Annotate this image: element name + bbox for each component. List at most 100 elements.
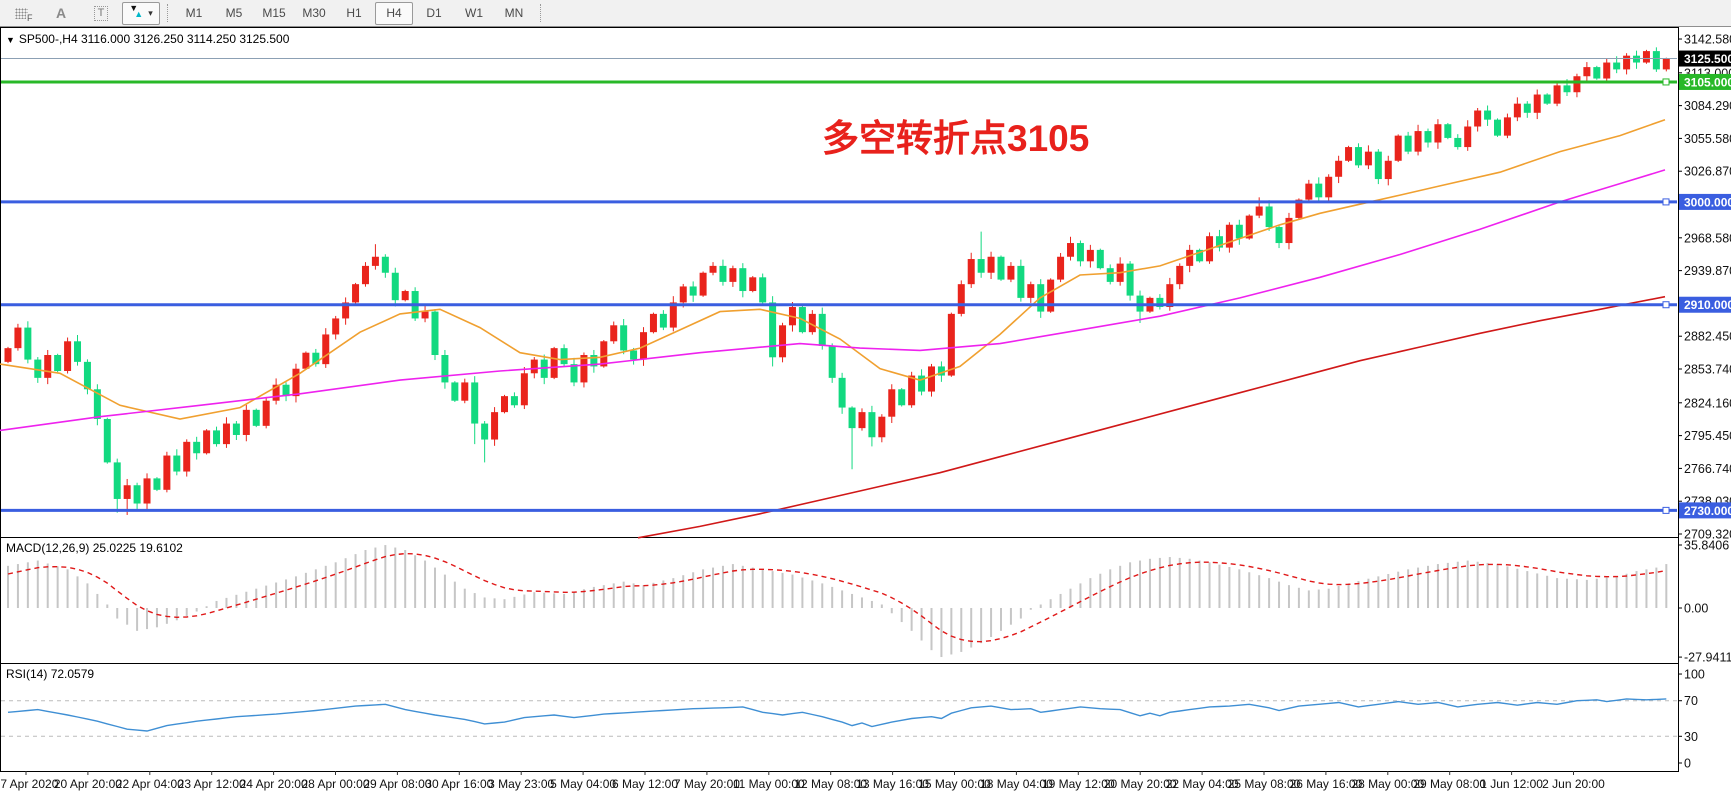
time-tick-label: 1 Jun 12:00 xyxy=(1480,777,1543,791)
candle-body xyxy=(391,272,399,301)
candle-body xyxy=(1196,249,1204,262)
hline-handle[interactable] xyxy=(1662,301,1670,309)
candle-body xyxy=(14,327,22,349)
candle-body xyxy=(918,375,926,392)
text-label-icon[interactable]: T xyxy=(82,2,120,25)
candle-body xyxy=(54,355,62,371)
candle-body xyxy=(1315,183,1323,198)
candle-body xyxy=(1245,215,1253,239)
timeframe-button-H1[interactable]: H1 xyxy=(346,6,362,20)
candle-body xyxy=(1215,236,1223,248)
candle-body xyxy=(1424,131,1432,143)
candle-body xyxy=(1553,85,1561,104)
candle-body xyxy=(1444,124,1452,138)
price-tick-label: 3142.580 xyxy=(1684,33,1731,47)
candle-body xyxy=(1255,206,1263,216)
candle-body xyxy=(550,348,558,378)
rsi-line xyxy=(7,698,1667,732)
candle-body xyxy=(927,366,935,392)
candle-body xyxy=(1235,224,1243,239)
candle-body xyxy=(213,430,221,445)
candle-body xyxy=(1404,135,1412,152)
candle-body xyxy=(302,352,310,369)
candle-body xyxy=(1057,256,1065,280)
hline-handle[interactable] xyxy=(1662,78,1670,86)
candle-body xyxy=(520,373,528,406)
candle-body xyxy=(1364,151,1372,166)
candle-body xyxy=(451,382,459,401)
candle-body xyxy=(1662,58,1670,70)
candle-body xyxy=(739,268,747,292)
time-tick-label: 30 Apr 16:00 xyxy=(425,777,493,791)
price-box-label: 3000.000 xyxy=(1684,195,1731,209)
timeframe-button-D1[interactable]: D1 xyxy=(426,6,442,20)
hline-handle[interactable] xyxy=(1662,506,1670,514)
candle-body xyxy=(193,441,201,454)
candle-body xyxy=(600,341,608,367)
candle-body xyxy=(908,375,916,406)
timeframe-button-W1[interactable]: W1 xyxy=(465,6,483,20)
price-tick-label: 2709.320 xyxy=(1684,528,1731,542)
time-tick-label: 19 May 12:00 xyxy=(1042,777,1115,791)
candle-body xyxy=(1076,243,1084,262)
timeframe-buttons: M1 M5 M15 M30 H1 H4 D1 W1 MN xyxy=(175,1,533,25)
hline-handle[interactable] xyxy=(1662,198,1670,206)
candle-body xyxy=(1652,51,1660,70)
chart-canvas[interactable]: 3142.5803113.0003084.2903055.5803026.870… xyxy=(0,27,1731,792)
timeframe-button-M1[interactable]: M1 xyxy=(185,6,203,20)
candle-body xyxy=(1176,265,1184,285)
chart-grid-icon[interactable]: F xyxy=(2,2,40,25)
timeframe-button-M5[interactable]: M5 xyxy=(225,6,243,20)
candle-body xyxy=(222,423,230,445)
timeframe-button-H4[interactable]: H4 xyxy=(375,1,413,25)
candle-body xyxy=(590,355,598,367)
candle-body xyxy=(1166,284,1174,308)
arrow-objects-icon[interactable]: ▼ ▲ ▾ xyxy=(122,1,160,25)
candle-body xyxy=(620,325,628,351)
chevron-down-icon: ▼ xyxy=(6,35,15,45)
text-a-icon[interactable]: A xyxy=(55,5,67,21)
candle-body xyxy=(332,318,340,335)
timeframe-button-M15[interactable]: M15 xyxy=(262,6,286,20)
candle-body xyxy=(630,350,638,360)
time-tick-label: 22 Apr 04:00 xyxy=(116,777,184,791)
candle-body xyxy=(858,412,866,429)
candle-body xyxy=(1613,62,1621,70)
candle-body xyxy=(232,423,240,435)
candle-body xyxy=(471,382,479,424)
candle-body xyxy=(1434,124,1442,143)
candle-body xyxy=(1186,249,1194,266)
rsi-indicator-label: RSI(14) 72.0579 xyxy=(6,667,95,681)
timeframe-button-M30[interactable]: M30 xyxy=(302,6,326,20)
candle-body xyxy=(153,478,161,490)
price-box-label: 2910.000 xyxy=(1684,298,1731,312)
timeframe-button-MN[interactable]: MN xyxy=(504,6,524,20)
time-tick-label: 12 May 08:00 xyxy=(794,777,867,791)
price-axis[interactable]: 3142.5803113.0003084.2903055.5803026.870… xyxy=(1678,33,1731,542)
time-tick-label: 20 Apr 20:00 xyxy=(54,777,122,791)
candle-body xyxy=(371,256,379,266)
macd-axis-label: 0.00 xyxy=(1684,601,1708,615)
candle-body xyxy=(570,364,578,383)
candle-body xyxy=(679,286,687,303)
candle-body xyxy=(312,352,320,365)
candle-body xyxy=(1593,67,1601,79)
candle-body xyxy=(1354,147,1362,166)
candle-body xyxy=(1503,117,1511,136)
candle-body xyxy=(759,277,767,303)
candle-body xyxy=(431,311,439,356)
candle-body xyxy=(1275,227,1283,244)
candle-body xyxy=(461,382,469,401)
candle-body xyxy=(610,325,618,342)
candle-body xyxy=(1007,265,1015,280)
macd-pane-border xyxy=(0,537,1679,664)
candle-body xyxy=(669,302,677,328)
candle-body xyxy=(123,485,131,499)
price-box xyxy=(1679,193,1731,210)
time-tick-label: 29 May 08:00 xyxy=(1413,777,1486,791)
macd-axis-label: 35.8406 xyxy=(1684,539,1729,553)
candle-body xyxy=(1484,110,1492,120)
candle-body xyxy=(103,418,111,463)
candle-body xyxy=(1126,263,1134,296)
